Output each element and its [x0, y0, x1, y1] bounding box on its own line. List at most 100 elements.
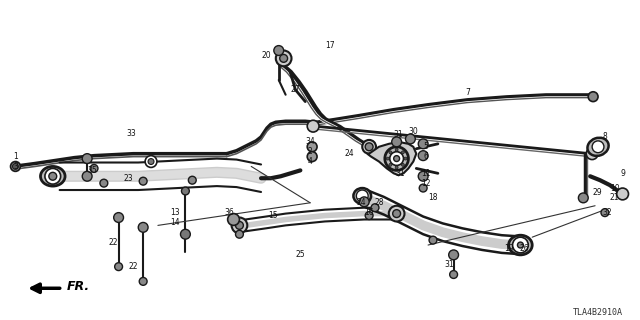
Circle shape [393, 210, 401, 218]
Circle shape [385, 147, 408, 170]
Circle shape [359, 197, 369, 207]
Circle shape [371, 204, 379, 212]
Circle shape [388, 206, 404, 221]
Circle shape [401, 163, 404, 166]
Circle shape [182, 187, 189, 195]
Circle shape [90, 164, 98, 172]
Circle shape [513, 237, 528, 253]
Text: 9: 9 [620, 169, 625, 178]
Text: 15: 15 [268, 211, 278, 220]
Text: 24: 24 [345, 149, 355, 158]
Circle shape [404, 157, 407, 160]
Text: 2: 2 [308, 147, 312, 156]
Circle shape [307, 142, 317, 152]
Text: 10: 10 [610, 184, 620, 193]
Circle shape [419, 139, 428, 149]
Text: 19: 19 [504, 244, 513, 253]
Text: 23: 23 [124, 174, 133, 183]
Text: 30: 30 [408, 127, 418, 136]
Text: 31: 31 [396, 169, 405, 178]
Text: 4: 4 [308, 157, 312, 166]
Circle shape [49, 172, 57, 180]
Text: 29: 29 [592, 188, 602, 197]
Text: 34: 34 [305, 137, 315, 146]
Text: 27: 27 [291, 85, 300, 94]
Text: 18: 18 [428, 193, 438, 202]
Circle shape [406, 134, 415, 144]
Circle shape [274, 45, 284, 55]
Text: TLA4B2910A: TLA4B2910A [573, 308, 623, 317]
Circle shape [140, 277, 147, 285]
Circle shape [449, 250, 458, 260]
Circle shape [429, 236, 437, 244]
Circle shape [236, 230, 243, 238]
Text: 24: 24 [356, 198, 366, 207]
Text: 20: 20 [261, 51, 271, 60]
Circle shape [45, 168, 61, 184]
Circle shape [387, 157, 389, 160]
Circle shape [365, 212, 373, 220]
Text: 7: 7 [465, 88, 470, 97]
Text: 14: 14 [170, 218, 179, 227]
Text: 11: 11 [421, 169, 431, 178]
Circle shape [228, 213, 239, 225]
Text: 35: 35 [87, 166, 97, 175]
Circle shape [419, 151, 428, 161]
Circle shape [145, 156, 157, 167]
Ellipse shape [509, 235, 532, 255]
Text: 5: 5 [424, 142, 429, 151]
Circle shape [365, 143, 373, 151]
Circle shape [401, 151, 404, 154]
Circle shape [140, 177, 147, 185]
Circle shape [588, 92, 598, 101]
Circle shape [395, 166, 398, 169]
Text: 1: 1 [13, 152, 18, 161]
Text: 8: 8 [602, 132, 607, 141]
Text: 22: 22 [129, 262, 138, 271]
Circle shape [236, 221, 243, 229]
Circle shape [83, 171, 92, 181]
Text: 32: 32 [602, 208, 612, 217]
Circle shape [232, 218, 247, 233]
Circle shape [356, 190, 368, 202]
Text: 31: 31 [394, 130, 403, 139]
Circle shape [592, 141, 604, 153]
Circle shape [307, 152, 317, 162]
Text: 12: 12 [421, 179, 431, 188]
Circle shape [307, 120, 319, 132]
Circle shape [280, 54, 287, 62]
Circle shape [362, 140, 376, 154]
Circle shape [450, 271, 458, 278]
Circle shape [100, 179, 108, 187]
Text: 17: 17 [325, 41, 335, 50]
Text: FR.: FR. [67, 280, 90, 293]
Circle shape [586, 148, 598, 160]
Text: 28: 28 [374, 198, 384, 207]
Circle shape [138, 222, 148, 232]
Circle shape [276, 51, 291, 66]
Text: 16: 16 [364, 208, 374, 217]
Text: 13: 13 [170, 208, 179, 217]
Text: 31: 31 [445, 260, 454, 269]
Text: 3: 3 [13, 162, 18, 171]
Text: 36: 36 [225, 208, 234, 217]
Circle shape [389, 151, 392, 154]
Text: 26: 26 [520, 244, 529, 253]
Circle shape [579, 193, 588, 203]
Circle shape [13, 164, 19, 169]
Circle shape [419, 184, 427, 192]
Circle shape [115, 263, 122, 271]
Circle shape [180, 229, 190, 239]
Circle shape [395, 148, 398, 151]
Text: 22: 22 [109, 237, 118, 247]
Text: 6: 6 [424, 152, 429, 161]
Circle shape [389, 163, 392, 166]
Circle shape [601, 209, 609, 217]
Circle shape [83, 154, 92, 164]
Circle shape [148, 159, 154, 164]
Text: 33: 33 [127, 129, 136, 138]
Ellipse shape [353, 188, 371, 204]
Text: 21: 21 [610, 193, 620, 202]
Circle shape [390, 152, 403, 165]
Circle shape [394, 156, 399, 162]
